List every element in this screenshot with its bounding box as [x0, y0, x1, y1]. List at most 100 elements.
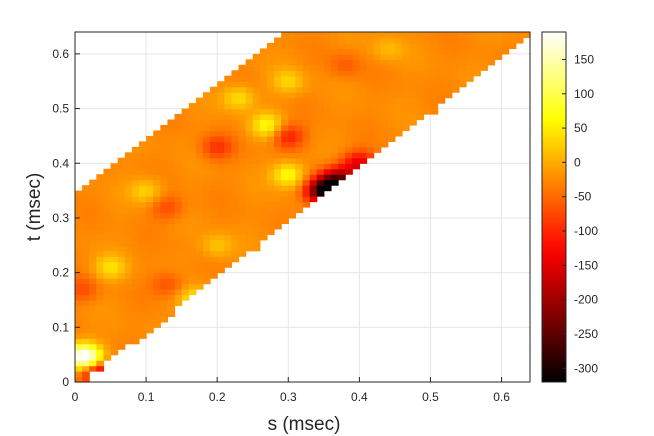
heatmap-cell	[195, 217, 204, 225]
heatmap-cell	[217, 190, 225, 197]
heatmap-cell	[480, 64, 488, 71]
heatmap-cell	[288, 119, 296, 126]
heatmap-cell	[96, 332, 105, 339]
heatmap-cell	[373, 37, 382, 44]
heatmap-cell	[274, 223, 282, 230]
heatmap-cell	[323, 135, 332, 142]
heatmap-cell	[181, 179, 190, 186]
heatmap-cell	[288, 81, 296, 88]
heatmap-cell	[117, 310, 126, 317]
heatmap-cell	[473, 59, 481, 66]
heatmap-cell	[153, 146, 161, 153]
heatmap-cell	[387, 81, 396, 88]
heatmap-cell	[409, 86, 417, 93]
heatmap-cell	[373, 146, 382, 153]
heatmap-cell	[96, 289, 105, 296]
heatmap-cell	[238, 207, 247, 214]
heatmap-cell	[110, 261, 119, 268]
heatmap-cell	[366, 81, 375, 88]
heatmap-cell	[274, 53, 282, 60]
heatmap-cell	[110, 278, 119, 285]
heatmap-cell	[295, 196, 304, 203]
heatmap-cell	[195, 212, 204, 219]
heatmap-cell	[217, 267, 225, 274]
heatmap-cell	[345, 37, 353, 44]
heatmap-cell	[181, 294, 190, 301]
heatmap-cell	[124, 217, 133, 225]
heatmap-cell	[153, 141, 161, 148]
heatmap-cell	[266, 97, 275, 104]
heatmap-cell	[96, 310, 105, 317]
heatmap-cell	[160, 207, 169, 214]
heatmap-cell	[252, 185, 261, 192]
heatmap-cell	[138, 267, 147, 274]
heatmap-cell	[316, 119, 325, 126]
heatmap-cell	[274, 212, 282, 219]
heatmap-cell	[266, 179, 275, 186]
heatmap-cell	[89, 245, 97, 252]
heatmap-cell	[309, 70, 318, 77]
heatmap-cell	[174, 141, 183, 148]
heatmap-cell	[266, 190, 275, 197]
heatmap-cell	[373, 70, 382, 77]
heatmap-cell	[217, 196, 225, 203]
heatmap-cell	[373, 64, 382, 71]
heatmap-cell	[338, 75, 346, 82]
heatmap-cell	[188, 217, 197, 225]
heatmap-cell	[195, 272, 204, 279]
heatmap-cell	[494, 53, 503, 60]
heatmap-cell	[451, 64, 460, 71]
heatmap-cell	[217, 185, 225, 192]
heatmap-cell	[288, 42, 296, 50]
heatmap-cell	[487, 37, 496, 44]
heatmap-cell	[117, 245, 126, 252]
heatmap-cell	[366, 124, 375, 132]
heatmap-cell	[423, 32, 432, 39]
heatmap-cell	[224, 212, 233, 219]
heatmap-cell	[252, 81, 261, 88]
heatmap-cell	[487, 32, 496, 39]
heatmap-cell	[181, 163, 190, 170]
heatmap-cell	[195, 119, 204, 126]
heatmap-cell	[281, 86, 289, 93]
heatmap-cell	[210, 245, 218, 252]
heatmap-cell	[75, 376, 83, 383]
heatmap-cell	[295, 152, 304, 159]
heatmap-cell	[75, 201, 83, 208]
heatmap-cell	[295, 114, 304, 121]
heatmap-cell	[259, 207, 268, 214]
heatmap-cell	[302, 146, 311, 153]
heatmap-cell	[352, 157, 360, 164]
heatmap-cell	[124, 294, 133, 301]
heatmap-cell	[309, 59, 318, 66]
heatmap-cell	[174, 261, 183, 268]
heatmap-cell	[394, 59, 403, 66]
heatmap-cell	[160, 130, 169, 137]
heatmap-cell	[302, 64, 311, 71]
heatmap-cell	[309, 75, 318, 82]
heatmap-cell	[217, 135, 225, 142]
heatmap-cell	[224, 97, 233, 104]
heatmap-cell	[295, 179, 304, 186]
heatmap-cell	[138, 152, 147, 159]
heatmap-cell	[195, 283, 204, 290]
heatmap-cell	[238, 163, 247, 170]
heatmap-cell	[316, 86, 325, 93]
heatmap-cell	[75, 338, 83, 345]
heatmap-cell	[508, 32, 517, 39]
heatmap-cell	[110, 289, 119, 296]
heatmap-cell	[82, 283, 90, 290]
heatmap-cell	[138, 179, 147, 186]
heatmap-cell	[394, 108, 403, 115]
colorbar-bar	[541, 31, 567, 383]
heatmap-cell	[266, 228, 275, 235]
heatmap-cell	[252, 146, 261, 153]
heatmap-cell	[387, 32, 396, 39]
heatmap-cell	[167, 283, 176, 290]
heatmap-cell	[217, 92, 225, 99]
heatmap-cell	[202, 114, 211, 121]
heatmap-cell	[174, 278, 183, 285]
heatmap-cell	[103, 207, 112, 214]
heatmap-cell	[352, 32, 360, 39]
heatmap-cell	[103, 250, 112, 257]
